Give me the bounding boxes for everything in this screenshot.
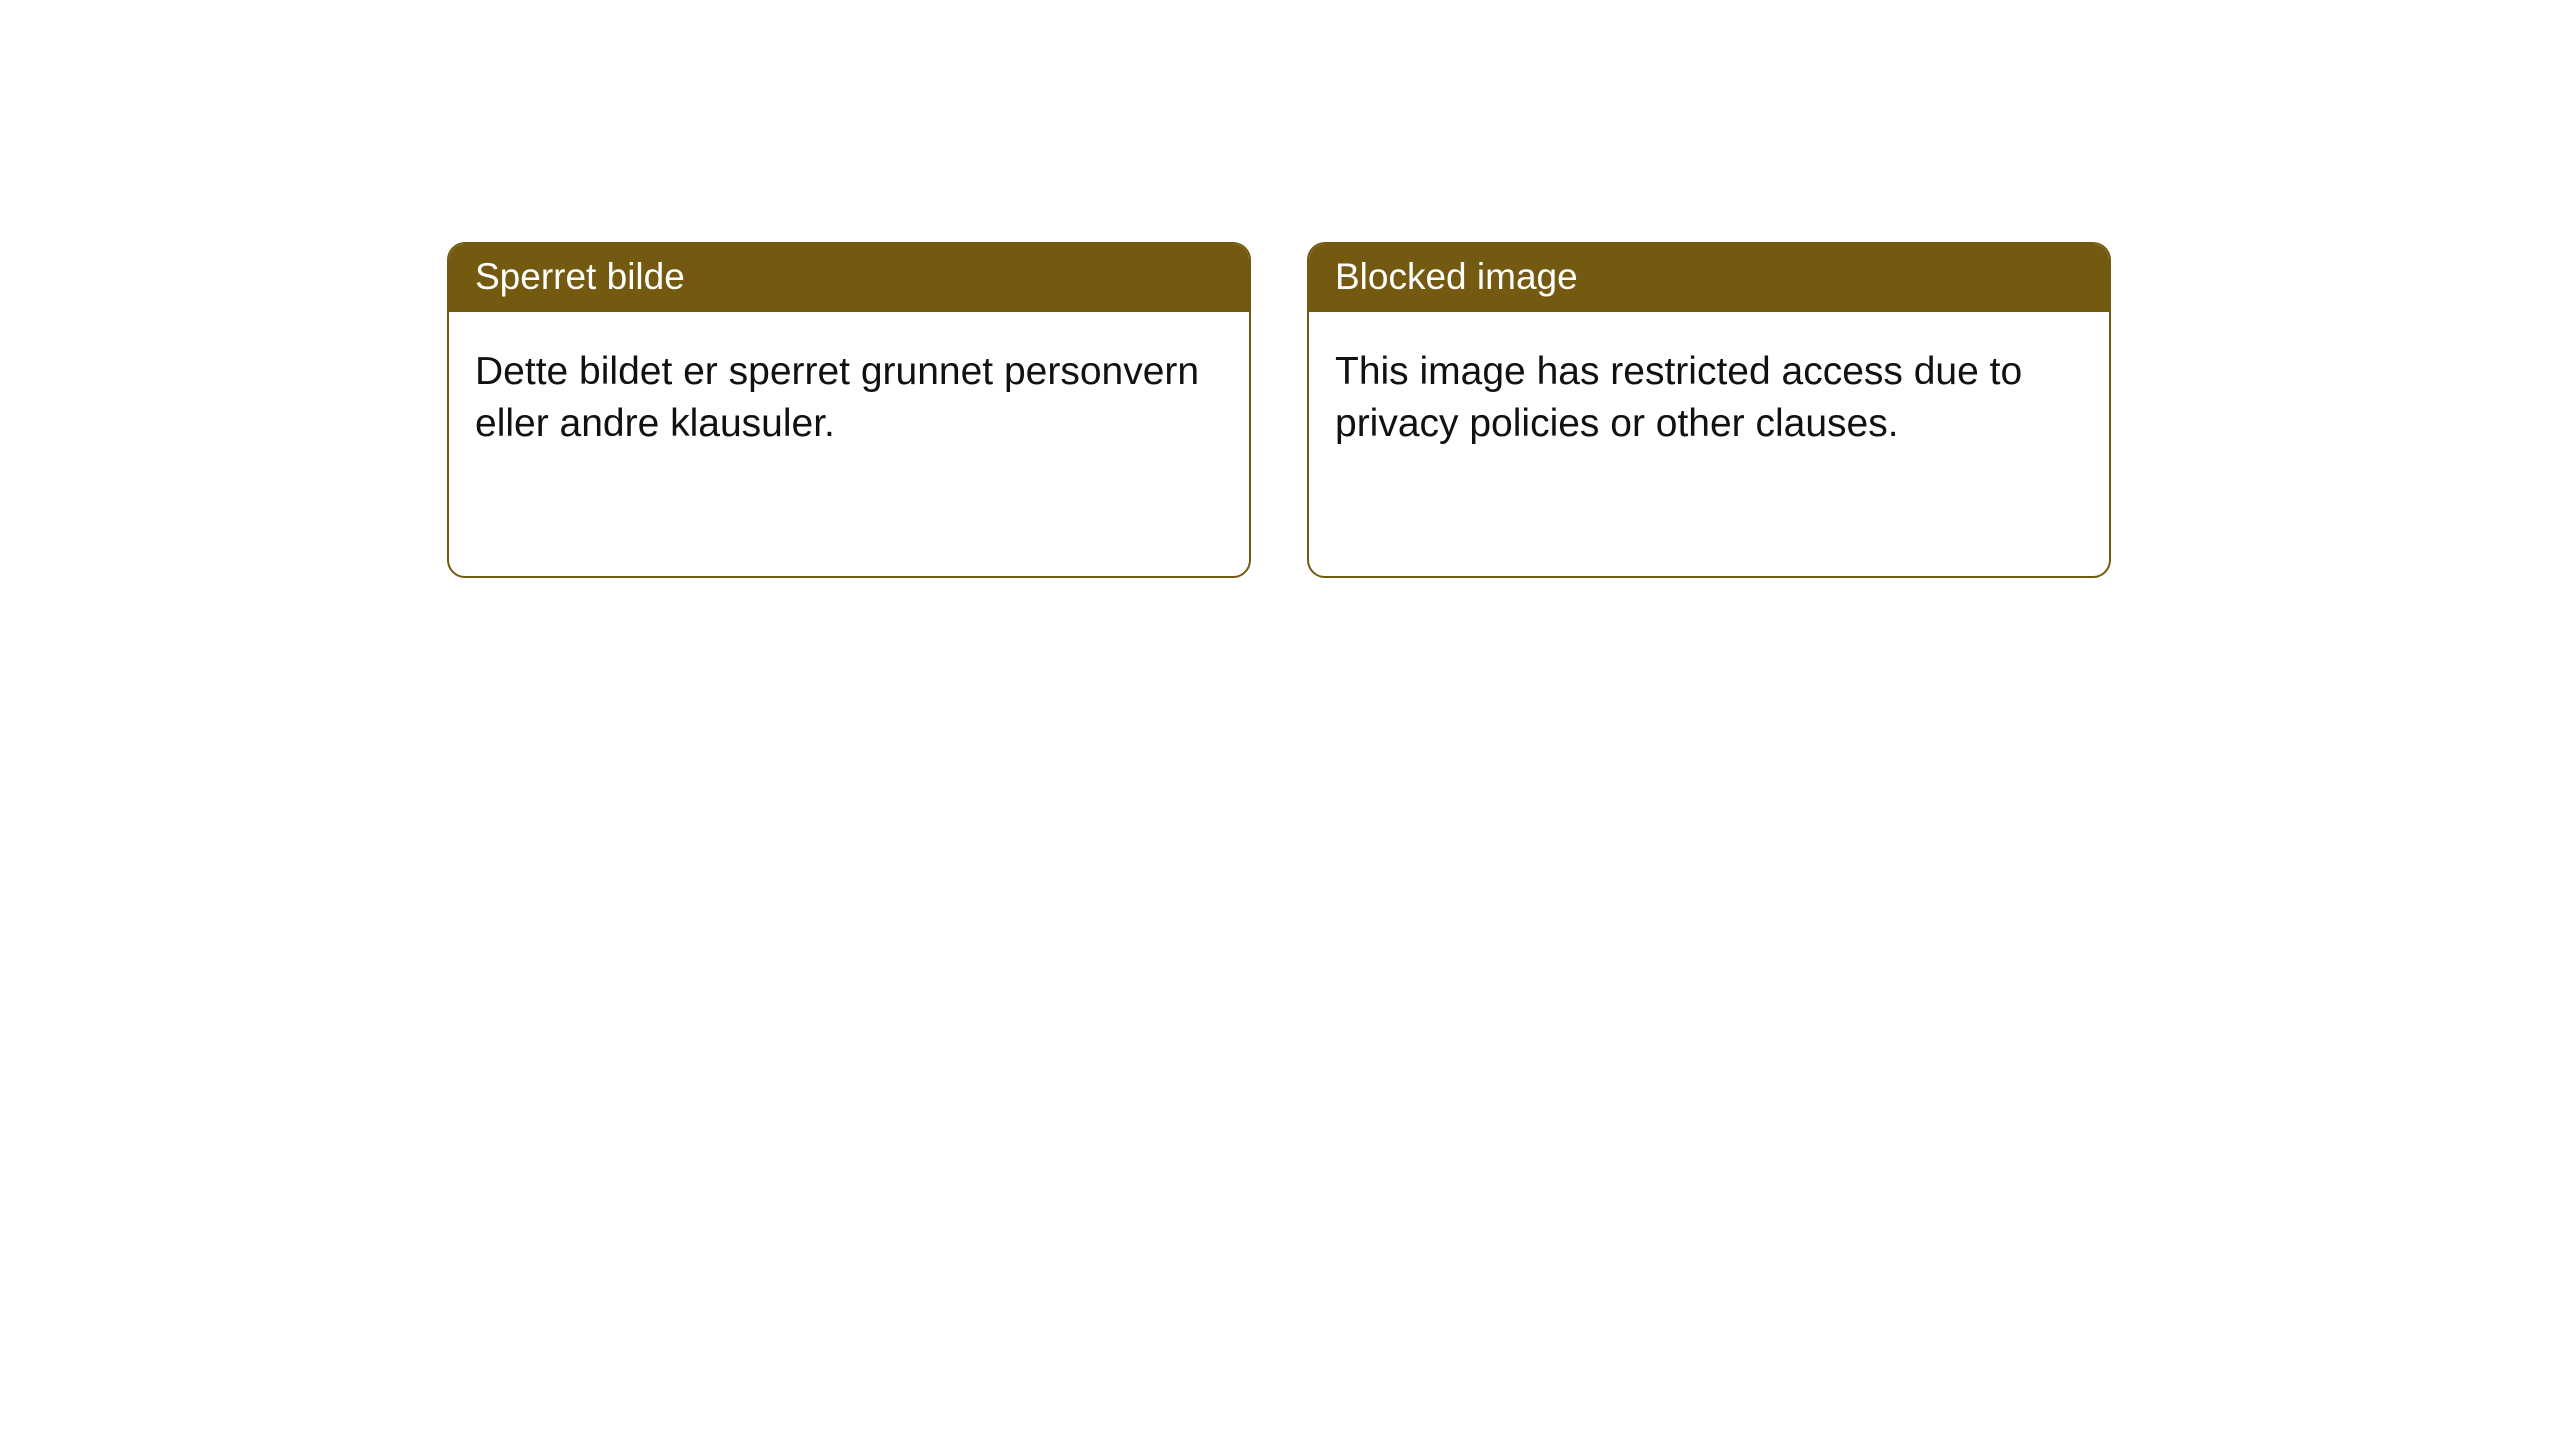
notice-card-title: Blocked image	[1309, 244, 2109, 312]
notice-card-title: Sperret bilde	[449, 244, 1249, 312]
notice-card-english: Blocked image This image has restricted …	[1307, 242, 2111, 578]
notice-card-body: Dette bildet er sperret grunnet personve…	[449, 312, 1249, 484]
notice-card-norwegian: Sperret bilde Dette bildet er sperret gr…	[447, 242, 1251, 578]
notice-cards-container: Sperret bilde Dette bildet er sperret gr…	[0, 0, 2560, 578]
notice-card-body: This image has restricted access due to …	[1309, 312, 2109, 484]
